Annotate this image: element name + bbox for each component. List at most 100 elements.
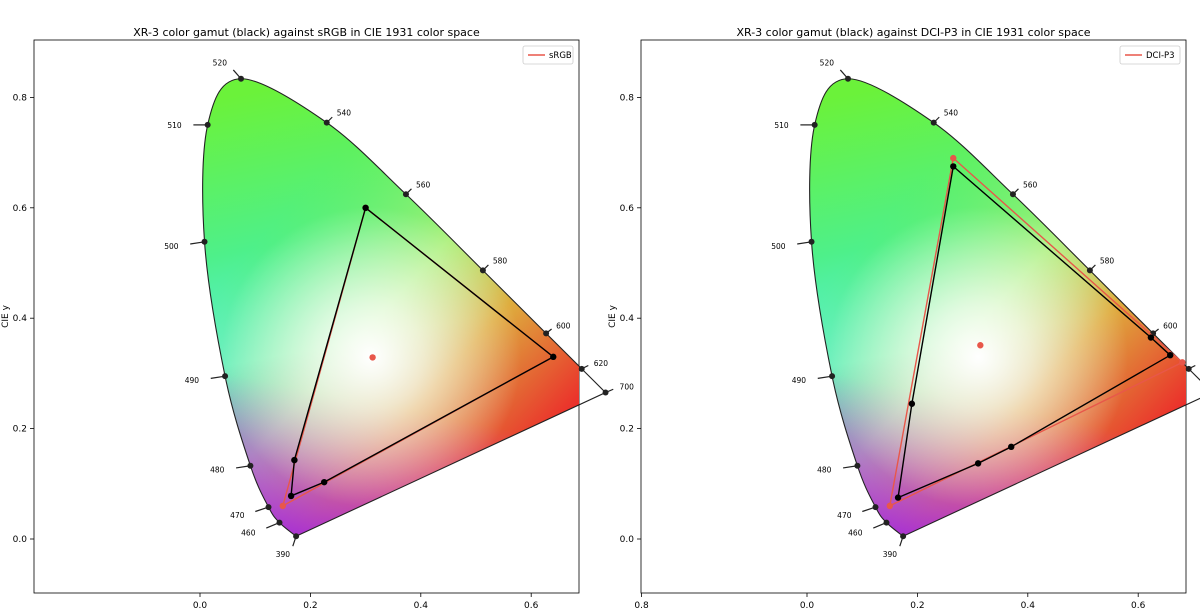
x-tick-label: 0.4	[414, 601, 429, 611]
wavelength-label: 500	[771, 242, 786, 251]
wavelength-point	[883, 519, 890, 526]
wavelength-label: 580	[493, 256, 508, 265]
y-tick-label: 0.6	[13, 204, 28, 214]
y-axis-label: CIE y	[608, 304, 618, 327]
gamut-vertex	[362, 204, 369, 211]
wavelength-point	[900, 533, 907, 540]
wavelength-label: 700	[620, 383, 635, 392]
gamut-vertex	[894, 494, 902, 501]
x-tick-label: 0.2	[910, 601, 924, 611]
wavelength-point	[402, 191, 409, 198]
wavelength-point	[829, 373, 836, 380]
wavelength-label: 460	[848, 529, 863, 538]
gamut-vertex	[974, 460, 982, 467]
wavelength-label: 600	[556, 321, 571, 330]
legend: sRGB	[522, 45, 574, 65]
gamut-vertex	[950, 163, 957, 170]
gamut-vertex	[1147, 334, 1155, 341]
wavelength-point	[276, 519, 283, 526]
wavelength-label: 520	[213, 59, 228, 68]
wavelength-point	[854, 462, 861, 469]
wavelength-label: 510	[774, 121, 789, 130]
wavelength-label: 390	[276, 550, 291, 559]
gamut-polygon	[889, 157, 1184, 507]
wavelength-point	[811, 121, 818, 128]
chart-title: XR-3 color gamut (black) against sRGB in…	[133, 26, 480, 39]
gamut-vertex	[321, 478, 328, 486]
y-tick-label: 0.8	[620, 93, 635, 103]
wavelength-label: 490	[792, 376, 807, 385]
white-point	[369, 354, 376, 361]
wavelength-point	[578, 365, 585, 372]
gamut-vertex	[1008, 443, 1015, 451]
x-tick-label: 0.8	[634, 601, 649, 611]
x-tick-label: 0.0	[800, 601, 815, 611]
wavelength-label: 490	[185, 376, 200, 385]
spectral-locus	[809, 78, 1200, 537]
y-tick-label: 0.4	[13, 314, 28, 324]
legend: DCI-P3	[1119, 45, 1181, 65]
locus-fill	[202, 78, 579, 537]
y-axis-label: CIE y	[1, 304, 11, 327]
wavelength-point	[479, 267, 486, 274]
x-tick-label: 0.6	[1131, 601, 1146, 611]
wavelength-point	[247, 462, 254, 469]
white-point	[977, 342, 984, 349]
wavelength-label: 470	[230, 511, 245, 520]
wavelength-point	[265, 504, 272, 511]
y-tick-label: 0.2	[620, 425, 634, 435]
gamut-vertex	[287, 492, 295, 500]
wavelength-point	[543, 330, 550, 337]
wavelength-label: 480	[817, 466, 832, 475]
gamut-vertex	[950, 154, 957, 162]
wavelength-label: 480	[210, 466, 225, 475]
axis-ticks: 0.0 0.2 0.4 0.6 0.8 0.0 0.2 0.4 0.6 0.8	[13, 93, 649, 611]
wavelength-label: 500	[164, 242, 179, 251]
wavelength-label: 510	[167, 121, 182, 130]
axis-ticks: 0.0 0.2 0.4 0.6 0.8 0.0 0.2 0.4 0.6 0.8	[620, 93, 1146, 611]
wavelength-point	[323, 119, 330, 126]
wavelength-point	[872, 504, 879, 511]
y-tick-label: 0.0	[13, 535, 28, 545]
gamut-vertex	[886, 502, 893, 510]
locus-fill-layer	[809, 78, 1186, 537]
gamut-vertex	[291, 456, 298, 464]
x-tick-label: 0.0	[193, 601, 208, 611]
gamut-vertex	[279, 502, 286, 510]
gamut-polygon	[897, 165, 1171, 499]
wavelength-label: 460	[241, 529, 256, 538]
wavelength-point	[293, 533, 300, 540]
wavelength-label: 560	[416, 180, 431, 189]
wavelength-point	[222, 373, 229, 380]
chart-marks: 3904604704804905005105205405605806006207…	[164, 59, 635, 559]
panel-srgb: XR-3 color gamut (black) against sRGB in…	[1, 26, 649, 611]
gamut-polygon	[290, 207, 554, 497]
gamut-vertex	[550, 353, 557, 361]
wavelength-point	[1185, 365, 1192, 372]
wavelength-point	[1009, 191, 1016, 198]
gamut-vertex	[908, 400, 916, 407]
plot-frame	[33, 39, 580, 594]
wavelength-point	[204, 121, 211, 128]
wavelength-point	[845, 75, 852, 82]
y-tick-label: 0.6	[620, 204, 635, 214]
wavelength-point	[238, 75, 245, 82]
locus-fill	[809, 78, 1186, 537]
wavelength-point	[602, 389, 609, 396]
locus-fill-layer	[202, 78, 579, 537]
wavelength-point	[930, 119, 937, 126]
y-tick-label: 0.4	[620, 314, 635, 324]
wavelength-label: 390	[883, 550, 898, 559]
y-tick-label: 0.8	[13, 93, 28, 103]
panel-dci-p3: XR-3 color gamut (black) against DCI-P3 …	[608, 26, 1200, 611]
wavelength-point	[201, 238, 208, 245]
wavelength-label: 470	[837, 511, 852, 520]
wavelength-label: 560	[1023, 180, 1038, 189]
spectral-locus	[202, 78, 607, 537]
wavelength-point	[808, 238, 815, 245]
chart-marks: 3904604704804905005105205405605806006207…	[771, 59, 1200, 559]
wavelength-point	[1086, 267, 1093, 274]
legend-entry: sRGB	[549, 51, 572, 61]
plot-frame	[640, 39, 1187, 594]
